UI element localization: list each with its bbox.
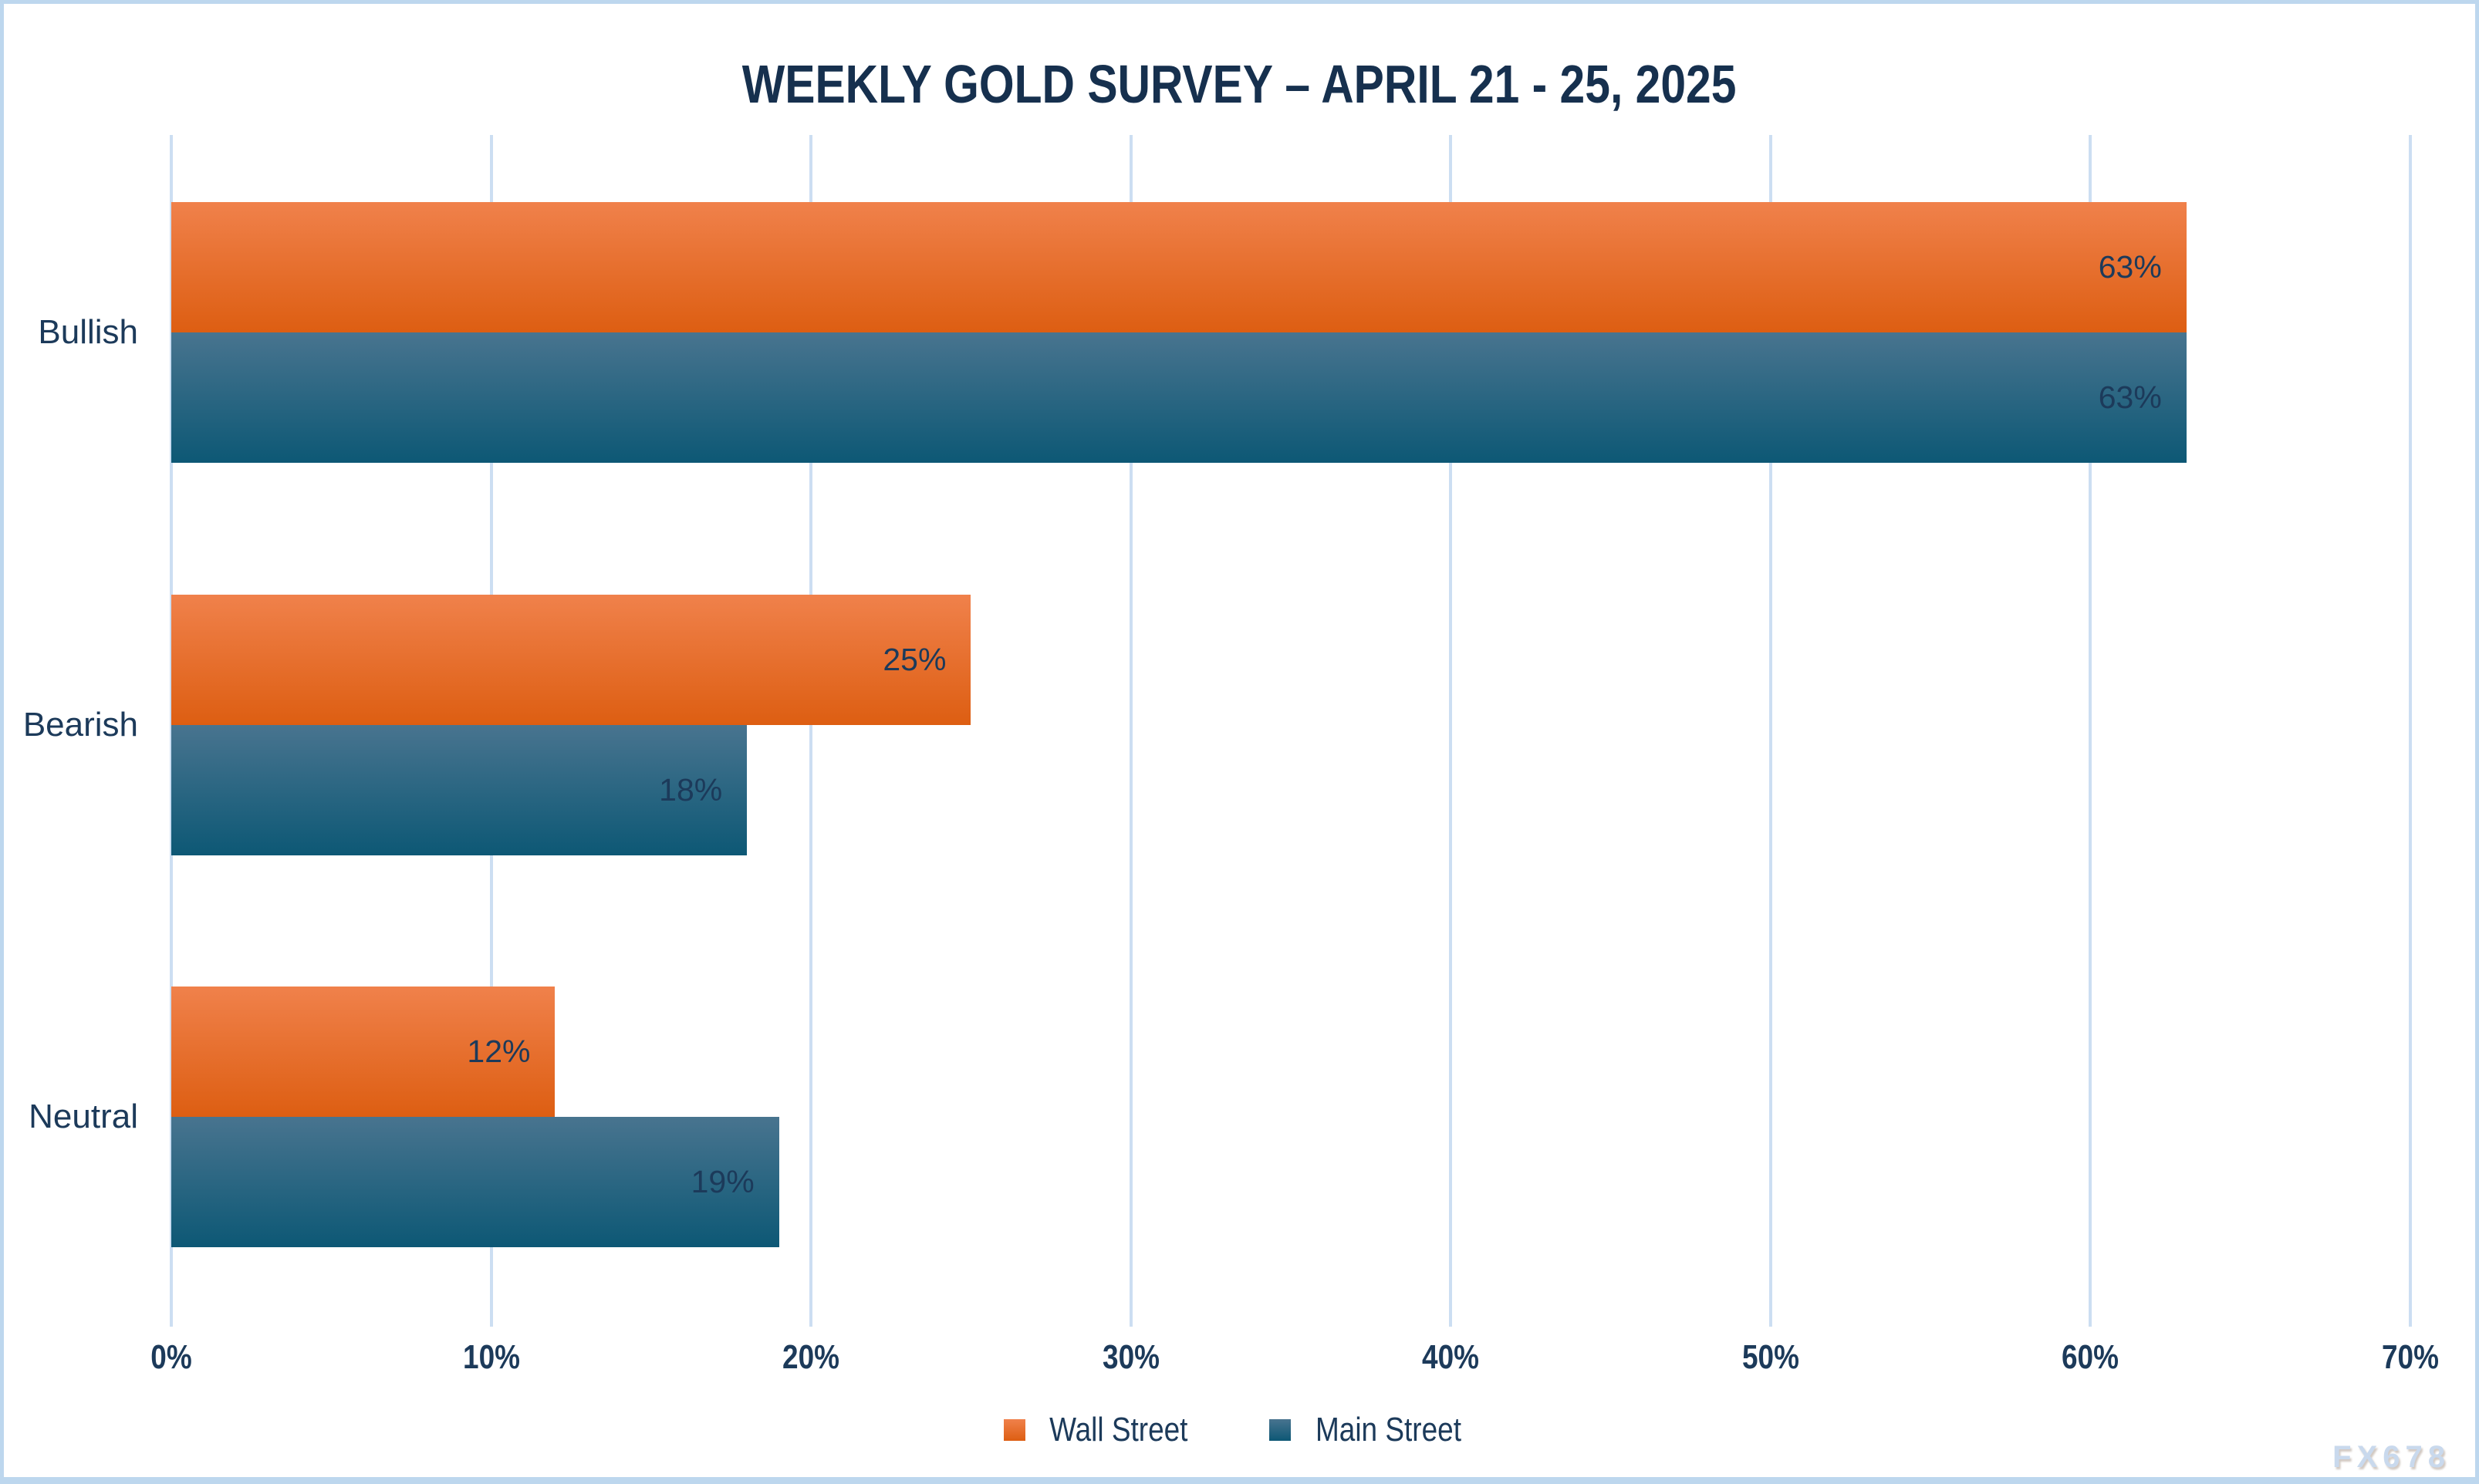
x-tick-text: 20%	[782, 1338, 840, 1376]
x-tick-text: 40%	[1422, 1338, 1480, 1376]
category-label-bearish: Bearish	[22, 705, 138, 744]
x-tick-label-50%: 50%	[1737, 1338, 1805, 1377]
legend-label-text: Wall Street	[1049, 1411, 1188, 1449]
gridline-50%	[1768, 135, 1772, 1327]
x-tick-label-60%: 60%	[2056, 1338, 2124, 1377]
x-tick-text: 0%	[150, 1338, 192, 1376]
x-tick-text: 30%	[1102, 1338, 1160, 1376]
legend-marker-wall-street	[1004, 1419, 1026, 1441]
x-tick-text: 10%	[462, 1338, 520, 1376]
bar-value-label-main-street-neutral: 19%	[691, 1164, 755, 1199]
chart-title: WEEKLY GOLD SURVEY – APRIL 21 - 25, 2025	[4, 56, 2475, 113]
bar-wall-street-bullish: 63%	[171, 202, 2187, 332]
x-tick-label-30%: 30%	[1097, 1338, 1165, 1377]
x-tick-label-10%: 10%	[458, 1338, 525, 1377]
bar-wall-street-bearish: 25%	[171, 594, 971, 725]
bar-value-label-main-street-bullish: 63%	[2098, 379, 2162, 415]
legend-label-text: Main Street	[1315, 1411, 1461, 1449]
bar-main-street-bullish: 63%	[171, 332, 2187, 463]
gridline-70%	[2409, 135, 2412, 1327]
bar-value-label-wall-street-neutral: 12%	[467, 1034, 531, 1069]
legend: Wall Street Main Street	[4, 1411, 2475, 1449]
bar-main-street-bearish: 18%	[171, 724, 748, 855]
x-tick-text: 50%	[1741, 1338, 1799, 1376]
legend-marker-main-street	[1268, 1419, 1291, 1441]
category-label-bullish: Bullish	[38, 313, 138, 351]
x-tick-label-0%: 0%	[147, 1338, 196, 1377]
gridline-30%	[1129, 135, 1133, 1327]
x-tick-text: 60%	[2062, 1338, 2119, 1376]
bar-wall-street-neutral: 12%	[171, 987, 556, 1117]
legend-label-main-street: Main Street	[1302, 1411, 1475, 1449]
plot-area: 63% 63% 25% 18% 12% 19%	[170, 135, 2412, 1327]
chart-title-text: WEEKLY GOLD SURVEY – APRIL 21 - 25, 2025	[742, 54, 1737, 114]
category-label-neutral: Neutral	[29, 1098, 138, 1135]
gridline-20%	[809, 135, 813, 1327]
x-tick-label-40%: 40%	[1417, 1338, 1484, 1377]
x-tick-text: 70%	[2382, 1338, 2439, 1376]
legend-item-main-street: Main Street	[1268, 1411, 1475, 1449]
bar-value-label-wall-street-bearish: 25%	[883, 641, 947, 677]
gridline-40%	[1449, 135, 1453, 1327]
x-tick-label-70%: 70%	[2376, 1338, 2444, 1377]
bar-value-label-main-street-bearish: 18%	[659, 771, 723, 808]
bar-main-street-neutral: 19%	[171, 1117, 779, 1247]
legend-item-wall-street: Wall Street	[1004, 1411, 1201, 1449]
gridline-60%	[2089, 135, 2092, 1327]
bar-value-label-wall-street-bullish: 63%	[2098, 249, 2162, 285]
watermark: FX678	[2332, 1440, 2450, 1474]
x-tick-label-20%: 20%	[777, 1338, 845, 1377]
legend-label-wall-street: Wall Street	[1036, 1411, 1201, 1449]
